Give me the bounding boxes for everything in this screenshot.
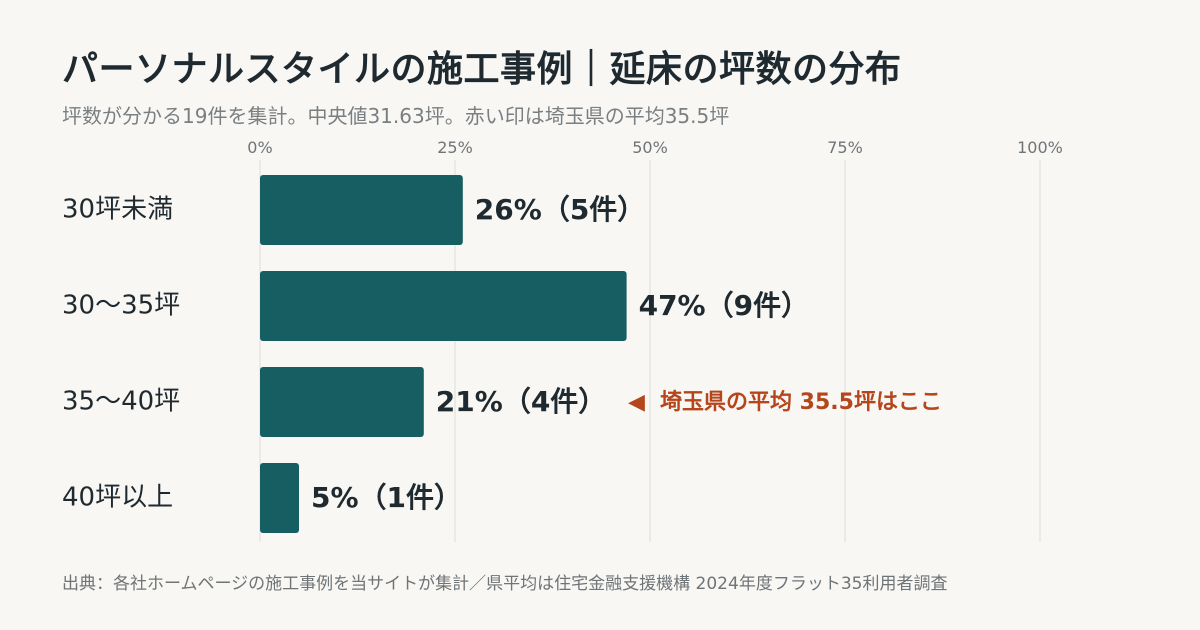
annotation-label: 埼玉県の平均 35.5坪はここ bbox=[660, 389, 942, 415]
chart-subtitle: 坪数が分かる19件を集計。中央値31.63坪。赤い印は埼玉県の平均35.5坪 bbox=[62, 104, 730, 128]
category-label: 35〜40坪 bbox=[62, 387, 180, 417]
annotation-marker: ◀ bbox=[628, 390, 645, 415]
data-label: 26%（5件） bbox=[475, 193, 646, 226]
bar bbox=[260, 463, 299, 533]
category-label: 30〜35坪 bbox=[62, 291, 180, 321]
source-note: 出典：各社ホームページの施工事例を当サイトが集計／県平均は住宅金融支援機構 20… bbox=[62, 574, 948, 594]
chart-title: パーソナルスタイルの施工事例｜延床の坪数の分布 bbox=[62, 49, 902, 90]
category-label: 30坪未満 bbox=[62, 195, 173, 225]
x-tick-label: 100% bbox=[1017, 138, 1063, 157]
bar bbox=[260, 271, 627, 341]
data-label: 21%（4件） bbox=[436, 385, 607, 418]
x-tick-label: 50% bbox=[632, 138, 668, 157]
x-tick-label: 25% bbox=[437, 138, 473, 157]
bar bbox=[260, 175, 463, 245]
data-label: 47%（9件） bbox=[639, 289, 810, 322]
category-label: 40坪以上 bbox=[62, 483, 173, 513]
x-tick-label: 75% bbox=[827, 138, 863, 157]
bar bbox=[260, 367, 424, 437]
data-label: 5%（1件） bbox=[311, 481, 462, 514]
x-tick-label: 0% bbox=[247, 138, 272, 157]
